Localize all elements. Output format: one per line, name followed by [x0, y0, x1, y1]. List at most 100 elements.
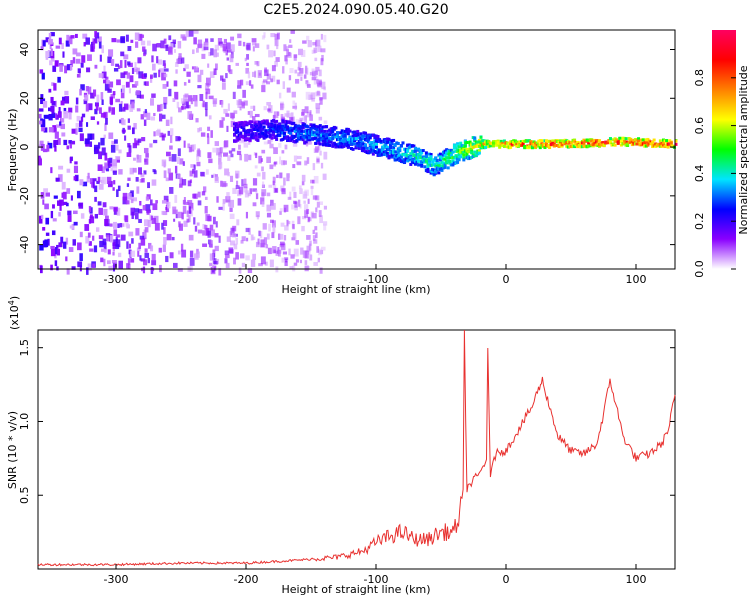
noise-cell — [239, 253, 245, 259]
noise-cell — [266, 73, 271, 80]
signal-cell — [598, 139, 602, 143]
noise-cell — [50, 32, 55, 37]
signal-cell — [282, 127, 286, 131]
noise-cell — [98, 107, 102, 114]
noise-cell — [45, 232, 50, 236]
noise-cell — [288, 248, 291, 256]
noise-cell — [179, 177, 183, 185]
signal-cell — [619, 143, 623, 147]
signal-cell — [481, 143, 485, 147]
noise-cell — [290, 254, 295, 259]
signal-cell — [415, 152, 419, 156]
noise-cell — [291, 186, 296, 192]
signal-cell — [612, 138, 616, 142]
noise-cell — [162, 244, 166, 253]
noise-cell — [138, 242, 142, 249]
noise-cell — [165, 206, 168, 211]
signal-cell — [432, 163, 436, 167]
noise-cell — [140, 114, 144, 120]
noise-cell — [230, 240, 235, 246]
noise-cell — [59, 203, 62, 211]
noise-cell — [273, 147, 278, 155]
signal-cell — [527, 139, 531, 143]
noise-cell — [196, 222, 200, 226]
signal-cell — [253, 127, 257, 131]
signal-cell — [334, 133, 338, 137]
signal-cell — [304, 135, 308, 139]
signal-cell — [437, 166, 441, 170]
noise-cell — [63, 139, 68, 146]
noise-cell — [118, 149, 122, 154]
noise-cell — [69, 143, 72, 149]
signal-cell — [615, 138, 619, 142]
signal-cell — [409, 156, 413, 160]
noise-cell — [266, 192, 271, 197]
signal-cell — [276, 128, 280, 132]
noise-cell — [134, 138, 137, 146]
signal-cell — [580, 145, 584, 149]
signal-cell — [571, 144, 575, 148]
noise-cell — [167, 168, 171, 174]
noise-cell — [317, 45, 322, 53]
noise-cell — [45, 192, 50, 197]
noise-cell — [167, 130, 170, 136]
noise-cell — [112, 267, 116, 272]
noise-cell — [107, 56, 112, 63]
noise-cell — [153, 112, 156, 117]
signal-cell — [317, 138, 321, 142]
noise-cell — [113, 206, 118, 212]
noise-cell — [202, 230, 206, 236]
noise-cell — [224, 140, 229, 148]
signal-cell — [417, 155, 421, 159]
signal-cell — [245, 129, 249, 133]
signal-cell — [449, 151, 453, 155]
signal-cell — [431, 167, 435, 171]
signal-cell — [261, 134, 265, 138]
noise-cell — [123, 54, 129, 60]
signal-cell — [306, 136, 310, 140]
signal-cell — [289, 139, 293, 143]
signal-cell — [264, 129, 268, 133]
noise-cell — [320, 58, 324, 66]
noise-cell — [220, 180, 223, 187]
noise-cell — [163, 68, 169, 72]
noise-cell — [278, 250, 282, 254]
noise-cell — [300, 259, 303, 264]
signal-cell — [658, 144, 662, 148]
noise-cell — [273, 249, 276, 254]
signal-cell — [300, 125, 304, 129]
noise-cell — [58, 242, 63, 248]
noise-cell — [133, 157, 136, 161]
signal-cell — [529, 141, 533, 145]
noise-cell — [82, 33, 88, 39]
noise-cell — [302, 40, 307, 44]
signal-cell — [398, 156, 402, 160]
noise-cell — [283, 177, 286, 186]
spectrogram-y-tick-label: 20 — [18, 91, 31, 105]
signal-cell — [474, 151, 478, 155]
signal-cell — [374, 137, 378, 141]
noise-cell — [86, 267, 89, 275]
signal-cell — [590, 143, 594, 147]
noise-cell — [142, 46, 146, 52]
noise-cell — [143, 259, 148, 266]
signal-cell — [353, 130, 357, 134]
signal-cell — [520, 143, 524, 147]
noise-cell — [42, 227, 46, 231]
noise-cell — [139, 179, 143, 183]
noise-cell — [140, 238, 146, 246]
noise-cell — [246, 54, 250, 60]
noise-cell — [144, 109, 147, 114]
signal-cell — [473, 150, 477, 154]
signal-cell — [312, 131, 316, 135]
noise-cell — [134, 81, 139, 86]
signal-cell — [346, 145, 350, 149]
signal-cell — [504, 141, 508, 145]
signal-cell — [549, 142, 553, 146]
noise-cell — [102, 202, 107, 208]
signal-cell — [370, 141, 374, 145]
signal-cell — [426, 169, 430, 173]
noise-cell — [271, 220, 276, 228]
signal-cell — [413, 156, 417, 160]
